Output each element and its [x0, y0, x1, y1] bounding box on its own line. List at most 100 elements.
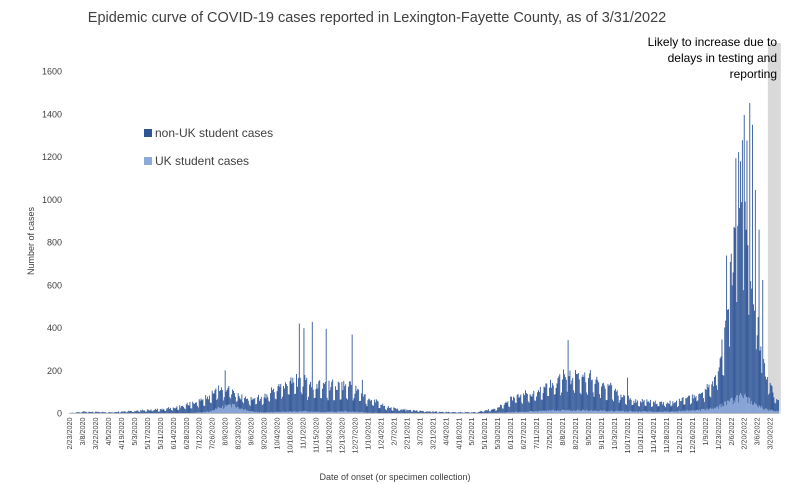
bar-uk — [270, 412, 272, 414]
bar-non-uk — [395, 408, 397, 414]
bar-non-uk — [204, 405, 206, 414]
bar-non-uk — [388, 408, 390, 414]
bar-non-uk — [500, 405, 502, 414]
bar-non-uk — [775, 403, 777, 414]
bar-uk — [624, 411, 626, 414]
bar-non-uk — [702, 392, 703, 414]
bar-uk — [586, 409, 588, 414]
bar-uk — [631, 411, 633, 414]
bar-uk — [347, 411, 348, 414]
bar-uk — [617, 411, 619, 414]
bar-non-uk — [772, 392, 774, 414]
bar-non-uk — [503, 404, 505, 414]
bar-uk — [525, 411, 526, 414]
bar-non-uk — [352, 400, 354, 414]
bar-non-uk — [634, 402, 636, 414]
bar-non-uk — [639, 406, 640, 414]
bar-non-uk — [663, 402, 665, 414]
x-tick-label-7: 5/31/2020 — [156, 418, 165, 450]
bar-uk — [672, 411, 674, 414]
bar-non-uk — [590, 380, 592, 414]
bar-non-uk — [740, 161, 741, 414]
bar-uk — [353, 412, 355, 414]
bar-non-uk — [550, 387, 552, 414]
bar-non-uk — [505, 401, 507, 414]
bar-uk — [264, 412, 266, 414]
bar-uk — [585, 411, 587, 414]
bar-non-uk — [177, 410, 179, 414]
bar-non-uk — [233, 393, 235, 414]
bar-uk — [649, 411, 651, 414]
bar-non-uk — [530, 395, 532, 414]
bar-non-uk — [579, 392, 581, 414]
bar-uk — [519, 411, 521, 414]
bar-uk — [314, 411, 316, 414]
bar-non-uk — [498, 407, 500, 414]
bar-non-uk — [510, 396, 512, 414]
bar-non-uk — [707, 387, 709, 414]
bar-non-uk — [597, 380, 599, 414]
bar-uk — [532, 411, 534, 414]
bar-non-uk — [484, 410, 486, 414]
bar-uk — [520, 411, 522, 414]
bar-uk — [772, 410, 774, 414]
bar-uk — [650, 411, 652, 414]
bar-non-uk — [517, 393, 519, 414]
bar-non-uk — [117, 411, 119, 414]
bar-non-uk — [686, 398, 688, 414]
bar-non-uk — [573, 390, 575, 414]
bar-uk — [253, 411, 255, 414]
bar-non-uk — [587, 394, 589, 414]
bar-non-uk — [276, 391, 278, 414]
bar-non-uk — [420, 410, 422, 414]
bar-non-uk — [221, 390, 223, 414]
bar-non-uk — [179, 405, 181, 414]
bar-non-uk — [697, 400, 699, 414]
x-tick-label-25: 2/7/2021 — [389, 418, 398, 446]
bar-non-uk — [286, 386, 288, 414]
bar-uk — [211, 410, 213, 414]
bar-non-uk — [259, 400, 260, 414]
bar-non-uk — [764, 363, 766, 414]
x-tick-label-22: 12/27/2020 — [350, 418, 359, 454]
x-tick-label-21: 12/13/2020 — [337, 418, 346, 454]
bar-non-uk — [212, 393, 214, 414]
bar-non-uk — [767, 394, 769, 414]
bar-non-uk — [700, 393, 702, 414]
bar-non-uk — [563, 369, 564, 414]
bar-non-uk — [580, 394, 582, 414]
bar-non-uk — [571, 380, 573, 414]
bar-non-uk — [109, 412, 111, 414]
bar-non-uk — [558, 376, 560, 414]
y-tick-label-8: 1600 — [42, 67, 62, 77]
bar-uk — [603, 410, 605, 414]
bar-uk — [273, 412, 275, 414]
bar-non-uk — [376, 400, 378, 414]
bar-uk — [660, 411, 662, 414]
bar-non-uk — [746, 140, 748, 414]
bar-non-uk — [324, 381, 326, 414]
bar-non-uk — [489, 411, 491, 414]
bar-uk — [550, 410, 551, 414]
bar-non-uk — [640, 402, 642, 414]
bar-non-uk — [184, 409, 186, 414]
bar-non-uk — [300, 392, 302, 414]
bar-non-uk — [268, 400, 270, 414]
bar-non-uk — [132, 412, 133, 414]
bar-non-uk — [598, 382, 600, 414]
bar-non-uk — [416, 410, 418, 414]
legend-label-uk: UK student cases — [155, 154, 249, 168]
bar-non-uk — [690, 403, 692, 414]
bar-non-uk — [220, 390, 221, 414]
bar-non-uk — [600, 398, 601, 414]
bar-non-uk — [83, 411, 85, 414]
bar-non-uk — [609, 384, 611, 414]
bar-non-uk — [522, 403, 524, 414]
bar-non-uk — [561, 392, 563, 414]
bar-uk — [724, 401, 726, 414]
bar-non-uk — [617, 395, 619, 414]
bar-uk — [258, 411, 259, 414]
bar-non-uk — [316, 384, 318, 414]
bar-non-uk — [753, 310, 755, 414]
bar-uk — [294, 411, 296, 414]
